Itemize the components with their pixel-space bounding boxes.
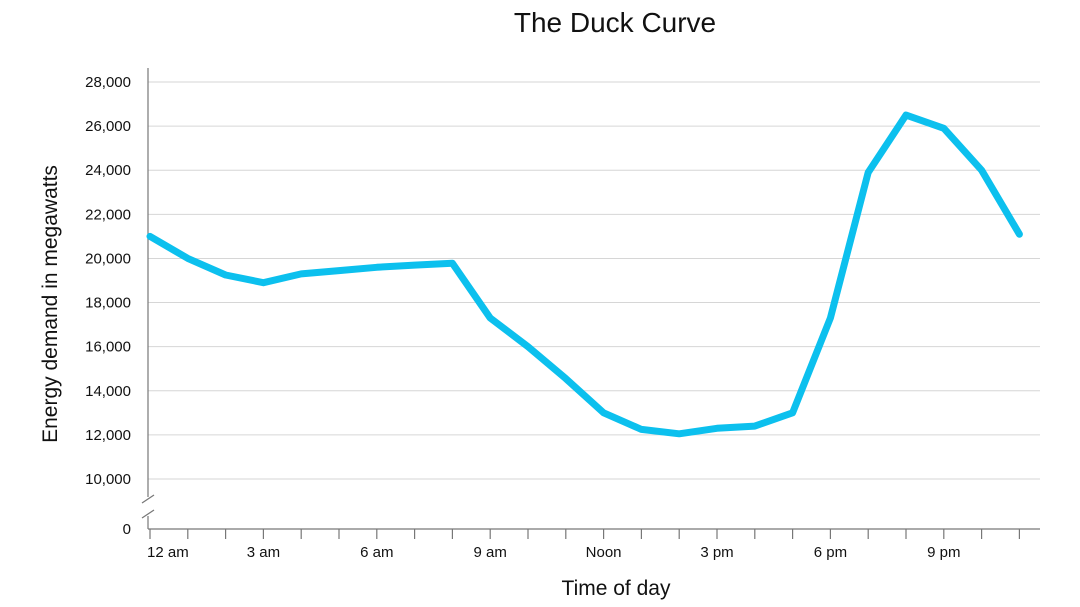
x-tick-label: Noon — [586, 544, 622, 561]
y-tick-label: 16,000 — [85, 339, 131, 356]
x-axis-label: Time of day — [562, 577, 671, 600]
x-tick-label: 3 am — [247, 544, 280, 561]
demand-line — [146, 111, 1023, 438]
tick-labels: 10,000 12,000 14,000 16,000 18,000 20,000 22,0… — [85, 74, 960, 561]
x-tick-label: 12 am — [147, 544, 189, 561]
x-tick-label: 3 pm — [700, 544, 733, 561]
chart-title: The Duck Curve — [514, 7, 716, 38]
y-tick-label: 18,000 — [85, 295, 131, 312]
series-layer — [146, 111, 1023, 438]
axis-break-mark — [141, 494, 155, 504]
y-tick-label: 22,000 — [85, 206, 131, 223]
y-tick-label: 20,000 — [85, 250, 131, 267]
y-tick-label: 12,000 — [85, 427, 131, 444]
y-tick-label: 24,000 — [85, 162, 131, 179]
x-tick-label: 6 am — [360, 544, 393, 561]
y-tick-label: 10,000 — [85, 471, 131, 488]
y-axis-label: Energy demand in megawatts — [39, 165, 62, 443]
y-tick-label: 0 — [123, 521, 131, 538]
y-tick-label: 28,000 — [85, 74, 131, 91]
x-tick-label: 9 pm — [927, 544, 960, 561]
x-tick-label: 6 pm — [814, 544, 847, 561]
y-tick-label: 14,000 — [85, 383, 131, 400]
grid-lines — [148, 81, 1040, 480]
axis-break-mark — [141, 509, 155, 519]
x-tick-label: 9 am — [474, 544, 507, 561]
y-tick-label: 26,000 — [85, 118, 131, 135]
axes — [141, 68, 1040, 539]
